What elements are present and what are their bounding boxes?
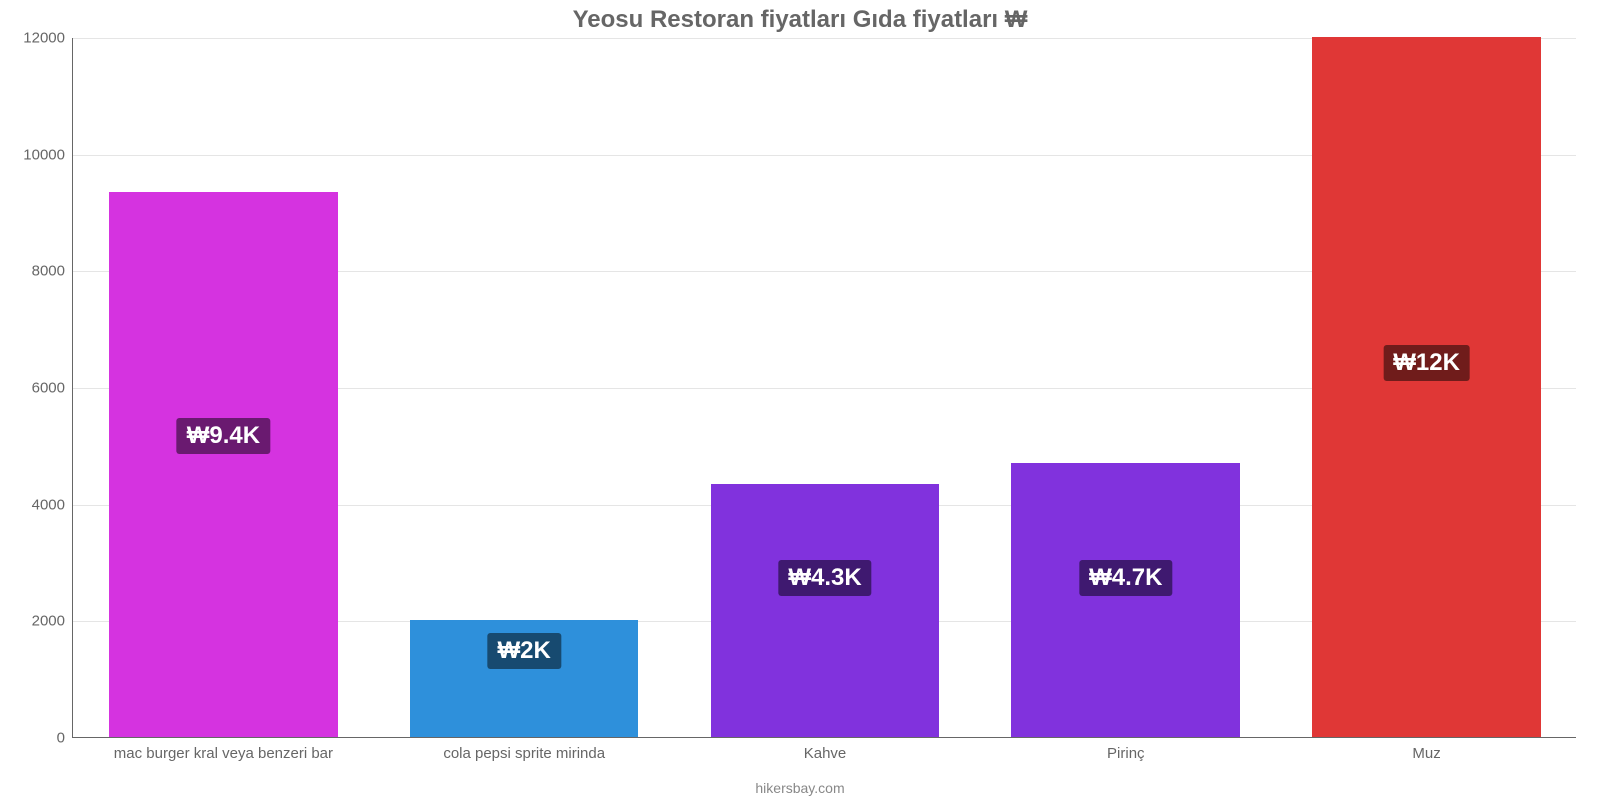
bar xyxy=(109,192,338,737)
value-badge: ₩2K xyxy=(488,633,561,669)
y-tick-label: 0 xyxy=(57,730,65,747)
y-tick-label: 8000 xyxy=(32,263,65,280)
y-tick-label: 2000 xyxy=(32,613,65,630)
x-tick-label: cola pepsi sprite mirinda xyxy=(443,745,605,762)
y-tick-label: 10000 xyxy=(23,146,65,163)
value-badge: ₩9.4K xyxy=(177,418,270,454)
y-tick-label: 4000 xyxy=(32,496,65,513)
price-chart: Yeosu Restoran fiyatları Gıda fiyatları … xyxy=(0,0,1600,800)
value-badge: ₩12K xyxy=(1383,345,1470,381)
y-tick-label: 6000 xyxy=(32,380,65,397)
bar xyxy=(1011,463,1240,737)
value-badge: ₩4.7K xyxy=(1079,560,1172,596)
x-tick-label: Muz xyxy=(1412,745,1440,762)
value-badge: ₩4.3K xyxy=(778,560,871,596)
plot-area: 020004000600080001000012000₩9.4Kmac burg… xyxy=(72,38,1576,738)
x-tick-label: Kahve xyxy=(804,745,847,762)
y-tick-label: 12000 xyxy=(23,30,65,47)
chart-footer: hikersbay.com xyxy=(0,780,1600,796)
x-tick-label: Pirinç xyxy=(1107,745,1145,762)
x-tick-label: mac burger kral veya benzeri bar xyxy=(114,745,333,762)
bar xyxy=(711,484,940,737)
chart-title: Yeosu Restoran fiyatları Gıda fiyatları … xyxy=(0,6,1600,34)
bar xyxy=(1312,37,1541,737)
